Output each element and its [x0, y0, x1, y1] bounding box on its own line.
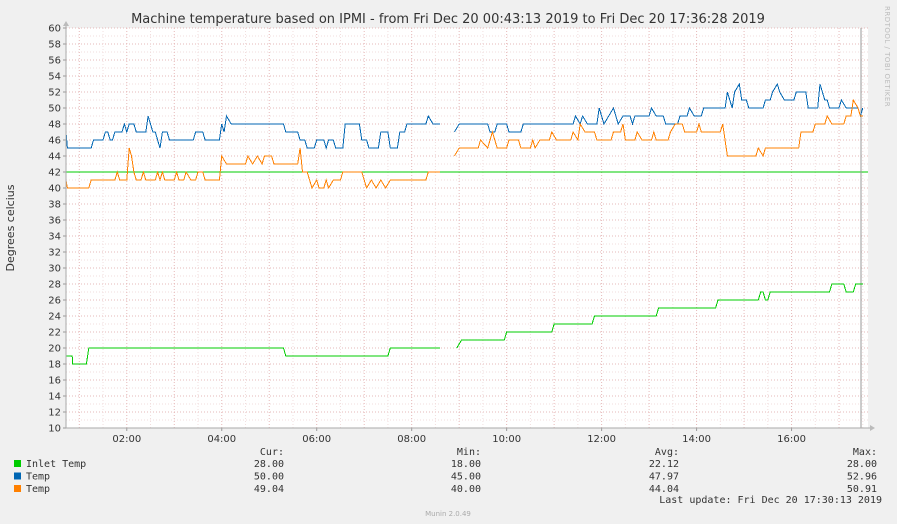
legend-value: 50.00 [254, 472, 284, 483]
legend-header: Min: [457, 447, 481, 458]
x-tick-label: 02:00 [112, 434, 141, 445]
x-tick-label: 04:00 [207, 434, 236, 445]
y-tick-label: 28 [48, 280, 61, 291]
y-tick-label: 42 [48, 168, 61, 179]
legend-value: 28.00 [847, 459, 877, 470]
y-tick-label: 60 [48, 24, 61, 35]
y-tick-label: 36 [48, 216, 61, 227]
y-tick-label: 24 [48, 312, 61, 323]
legend-swatch [14, 485, 21, 492]
legend-value: 45.00 [451, 472, 481, 483]
footer: Munin 2.0.49 [425, 510, 471, 518]
y-tick-label: 30 [48, 264, 61, 275]
legend-name: Temp [26, 472, 50, 483]
legend-value: 18.00 [451, 459, 481, 470]
legend-value: 22.12 [649, 459, 679, 470]
last-update: Last update: Fri Dec 20 17:30:13 2019 [659, 495, 882, 506]
legend-value: 50.91 [847, 484, 877, 495]
y-tick-label: 52 [48, 88, 61, 99]
legend-value: 40.00 [451, 484, 481, 495]
y-tick-label: 58 [48, 40, 61, 51]
x-axis-arrow [870, 425, 875, 431]
chart-title: Machine temperature based on IPMI - from… [131, 12, 765, 27]
legend-value: 28.00 [254, 459, 284, 470]
x-tick-label: 16:00 [777, 434, 806, 445]
x-tick-label: 14:00 [682, 434, 711, 445]
y-tick-label: 56 [48, 56, 61, 67]
side-label: RRDTOOL / TOBI OETIKER [883, 6, 891, 107]
series-layer [65, 28, 868, 428]
grid [66, 27, 868, 429]
series-line-1 [66, 283, 863, 365]
y-tick-label: 44 [48, 152, 61, 163]
y-tick-label: 10 [48, 424, 61, 435]
y-tick-label: 14 [48, 392, 61, 403]
y-tick-label: 34 [48, 232, 61, 243]
y-tick-label: 22 [48, 328, 61, 339]
legend-swatch [14, 472, 21, 480]
x-tick-label: 08:00 [397, 434, 426, 445]
series-line-2 [65, 82, 864, 150]
y-tick-label: 26 [48, 296, 61, 307]
y-tick-label: 12 [48, 408, 61, 419]
series-line-3 [65, 98, 863, 190]
y-tick-label: 20 [48, 344, 61, 355]
legend: Cur: Min: Avg: Max: Inlet Temp 28.00 18.00 22.1… [14, 447, 877, 495]
x-tick-label: 12:00 [587, 434, 616, 445]
y-tick-label: 48 [48, 120, 61, 131]
legend-value: 47.97 [649, 472, 679, 483]
y-tick-label: 40 [48, 184, 61, 195]
y-tick-label: 32 [48, 248, 61, 259]
legend-name: Temp [26, 484, 50, 495]
legend-header: Avg: [655, 447, 679, 458]
x-tick-label: 10:00 [492, 434, 521, 445]
y-tick-label: 16 [48, 376, 61, 387]
legend-value: 44.04 [649, 484, 679, 495]
y-tick-label: 46 [48, 136, 61, 147]
y-tick-label: 54 [48, 72, 61, 83]
legend-name: Inlet Temp [26, 459, 86, 470]
axes: 10 12 14 16 18 20 22 24 26 28 30 32 34 36 38 40 42 44 46 48… [48, 21, 875, 445]
legend-header: Cur: [260, 447, 284, 458]
legend-value: 52.96 [847, 472, 877, 483]
legend-value: 49.04 [254, 484, 284, 495]
y-axis-label: Degrees celcius [4, 184, 17, 271]
legend-header: Max: [853, 447, 877, 458]
legend-swatch [14, 460, 21, 467]
y-axis-arrow [63, 21, 69, 26]
y-tick-label: 18 [48, 360, 61, 371]
x-tick-label: 06:00 [302, 434, 331, 445]
y-tick-label: 50 [48, 104, 61, 115]
y-tick-label: 38 [48, 200, 61, 211]
